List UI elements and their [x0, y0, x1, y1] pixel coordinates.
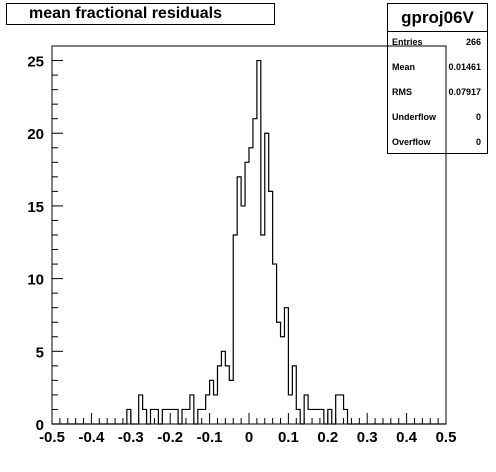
stat-label: Mean	[392, 62, 416, 72]
stat-label: Underflow	[392, 112, 436, 122]
stats-box: gproj06V Entries 266 Mean 0.01461 RMS 0.…	[387, 3, 488, 154]
x-tick-label: 0.4	[396, 429, 418, 446]
histogram-bin	[154, 409, 158, 424]
histogram-bin	[166, 409, 170, 424]
histogram-bin	[261, 235, 265, 424]
y-tick-label: 15	[27, 199, 44, 216]
histogram-bin	[206, 395, 210, 424]
x-tick-label: -0.2	[157, 429, 183, 446]
histogram-bin	[340, 395, 344, 424]
y-tick-label: 20	[27, 126, 44, 143]
stat-value: 266	[465, 37, 481, 47]
histogram-bin	[233, 235, 237, 424]
x-tick-label: 0.2	[317, 429, 338, 446]
histogram-outline	[52, 59, 446, 425]
histogram-bin	[257, 61, 261, 424]
x-tick-label: -0.3	[118, 429, 144, 446]
stat-label: RMS	[392, 87, 412, 97]
histogram-bin	[229, 380, 233, 424]
histogram-bin	[174, 409, 178, 424]
stat-row-mean: Mean 0.01461	[392, 62, 481, 72]
stat-value: 0.07917	[448, 87, 481, 97]
y-tick-label: 0	[36, 417, 44, 434]
histogram-bin	[170, 409, 174, 424]
histogram-bin	[304, 395, 308, 424]
stat-label: Overflow	[392, 137, 431, 147]
stat-value: 0.01461	[448, 62, 481, 72]
histogram-bin	[182, 409, 186, 424]
x-tick-label: 0	[245, 429, 253, 446]
histogram-bin	[308, 409, 312, 424]
stat-row-rms: RMS 0.07917	[392, 87, 481, 97]
histogram-bin	[277, 322, 281, 424]
histogram-bin	[273, 264, 277, 424]
x-tick-label: 0.5	[436, 429, 457, 446]
stat-value: 0	[475, 137, 481, 147]
y-tick-label: 10	[27, 272, 44, 289]
histogram-bin	[202, 409, 206, 424]
x-tick-label: -0.1	[197, 429, 223, 446]
histogram-bin	[245, 162, 249, 424]
histogram-bin	[162, 409, 166, 424]
histogram-bin	[284, 308, 288, 424]
histogram-bin	[186, 409, 190, 424]
histogram-bin	[127, 409, 131, 424]
histogram-bin	[225, 366, 229, 424]
chart-title: mean fractional residuals	[6, 3, 275, 25]
histogram-bin	[281, 337, 285, 424]
histogram-bin	[151, 409, 155, 424]
histogram-bin	[288, 395, 292, 424]
x-tick-label: -0.4	[78, 429, 105, 446]
histogram-bin	[253, 119, 257, 424]
histogram-bin	[237, 177, 241, 424]
histogram-bin	[269, 191, 273, 424]
stat-label: Entries	[392, 37, 423, 47]
stats-title: gproj06V	[388, 4, 487, 32]
histogram-bin	[320, 409, 324, 424]
histogram-bin	[249, 148, 253, 424]
histogram-bin	[292, 366, 296, 424]
histogram-bin	[312, 409, 316, 424]
x-tick-label: 0.1	[278, 429, 299, 446]
histogram-bin	[221, 351, 225, 424]
histogram-bin	[143, 409, 147, 424]
histogram-bin	[198, 409, 202, 424]
stat-row-overflow: Overflow 0	[392, 137, 481, 147]
x-tick-label: -0.5	[39, 429, 65, 446]
histogram-bin	[241, 206, 245, 424]
stat-row-entries: Entries 266	[392, 37, 481, 47]
histogram-bin	[265, 133, 269, 424]
histogram-bin	[296, 409, 300, 424]
histogram-bin	[139, 395, 143, 424]
histogram-bin	[217, 366, 221, 424]
histogram-bin	[344, 409, 348, 424]
histogram-bin	[336, 395, 340, 424]
x-tick-label: 0.3	[357, 429, 378, 446]
y-tick-label: 5	[36, 344, 44, 361]
stat-value: 0	[475, 112, 481, 122]
histogram-bin	[316, 409, 320, 424]
histogram-bin	[328, 409, 332, 424]
y-tick-label: 25	[27, 54, 44, 71]
histogram-bin	[210, 380, 214, 424]
histogram-bin	[214, 395, 218, 424]
stat-row-underflow: Underflow 0	[392, 112, 481, 122]
histogram-bin	[190, 395, 194, 424]
